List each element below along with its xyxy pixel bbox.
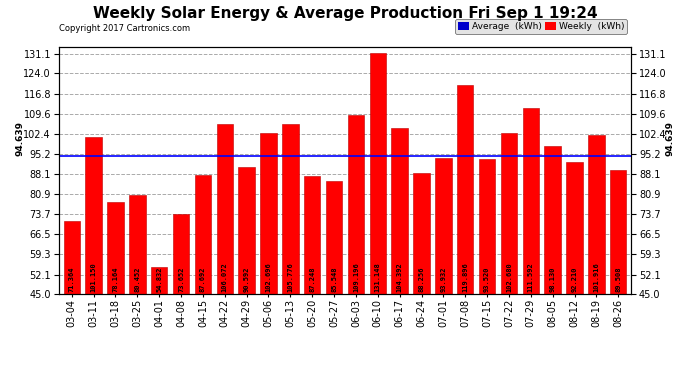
Text: 71.364: 71.364 (69, 267, 75, 292)
Bar (522, 108, 539, 294)
Text: 80.452: 80.452 (135, 267, 140, 292)
Text: 101.150: 101.150 (90, 262, 97, 292)
Text: Weekly Solar Energy & Average Production Fri Sep 1 19:24: Weekly Solar Energy & Average Production… (92, 6, 598, 21)
Bar (239, 167, 255, 294)
Bar (588, 135, 604, 294)
Text: 106.072: 106.072 (221, 262, 228, 292)
Bar (435, 158, 451, 294)
Text: 101.916: 101.916 (593, 262, 600, 292)
Bar (217, 124, 233, 294)
Text: 98.130: 98.130 (550, 267, 555, 292)
Bar (151, 267, 168, 294)
Text: 87.248: 87.248 (309, 267, 315, 292)
Bar (304, 176, 320, 294)
Text: 92.210: 92.210 (571, 267, 578, 292)
Bar (326, 181, 342, 294)
Text: 93.520: 93.520 (484, 267, 490, 292)
Text: 89.508: 89.508 (615, 267, 621, 292)
Bar (566, 162, 583, 294)
Bar (457, 85, 473, 294)
Text: 94.639: 94.639 (15, 120, 24, 156)
Text: 109.196: 109.196 (353, 262, 359, 292)
Bar (391, 128, 408, 294)
Text: 90.592: 90.592 (244, 267, 250, 292)
Bar (610, 170, 627, 294)
Bar (413, 173, 430, 294)
Bar (370, 54, 386, 294)
Bar (86, 137, 102, 294)
Text: 93.932: 93.932 (440, 267, 446, 292)
Text: 73.652: 73.652 (178, 267, 184, 292)
Text: 88.256: 88.256 (419, 267, 424, 292)
Bar (173, 214, 189, 294)
Text: 102.680: 102.680 (506, 262, 512, 292)
Text: 102.696: 102.696 (266, 262, 271, 292)
Bar (348, 115, 364, 294)
Text: 87.692: 87.692 (200, 267, 206, 292)
Bar (195, 175, 211, 294)
Bar (479, 159, 495, 294)
Text: 111.592: 111.592 (528, 262, 534, 292)
Text: Copyright 2017 Cartronics.com: Copyright 2017 Cartronics.com (59, 24, 190, 33)
Text: 131.148: 131.148 (375, 262, 381, 292)
Text: 104.392: 104.392 (397, 262, 403, 292)
Legend: Average  (kWh), Weekly  (kWh): Average (kWh), Weekly (kWh) (455, 19, 627, 34)
Bar (260, 133, 277, 294)
Bar (544, 146, 561, 294)
Text: 78.164: 78.164 (112, 267, 119, 292)
Bar (129, 195, 146, 294)
Text: 85.548: 85.548 (331, 267, 337, 292)
Bar (107, 202, 124, 294)
Text: 54.832: 54.832 (156, 267, 162, 292)
Bar (282, 124, 299, 294)
Text: 105.776: 105.776 (287, 262, 293, 292)
Text: 94.639: 94.639 (666, 120, 675, 156)
Bar (63, 220, 80, 294)
Text: 119.896: 119.896 (462, 262, 469, 292)
Bar (501, 133, 517, 294)
